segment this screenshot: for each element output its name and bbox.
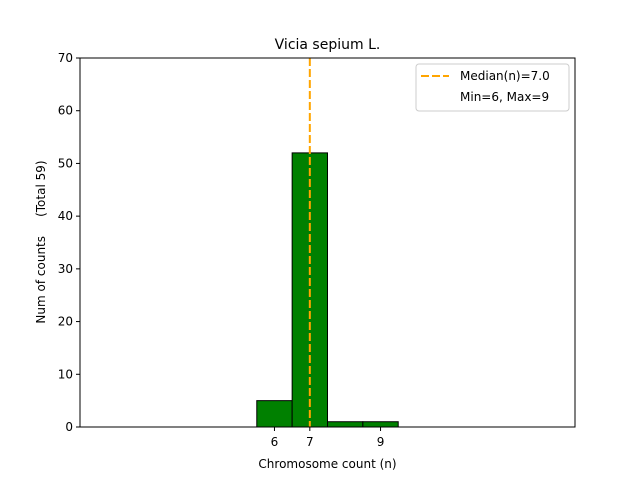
- y-tick-label-40: 40: [58, 209, 73, 223]
- plot-frame: [79, 57, 576, 428]
- legend: Median(n)=7.0 Min=6, Max=9: [415, 63, 570, 112]
- y-tick-label-50: 50: [58, 156, 73, 170]
- bar-6: [256, 400, 293, 428]
- x-tick-label-6: 6: [271, 435, 279, 449]
- y-axis-ticks: 0 10 20 30 40 50 60 70: [58, 51, 80, 434]
- bar-9: [362, 421, 399, 428]
- legend-box: [415, 63, 570, 112]
- x-axis-ticks: 6 7 9: [271, 427, 385, 449]
- bars-group: [256, 152, 399, 428]
- legend-entry-median: Median(n)=7.0: [460, 69, 550, 83]
- x-tick-label-9: 9: [377, 435, 385, 449]
- y-tick-label-0: 0: [65, 420, 73, 434]
- x-axis-label: Chromosome count (n): [258, 457, 396, 471]
- x-tick-label-7: 7: [306, 435, 314, 449]
- y-tick-label-60: 60: [58, 104, 73, 118]
- y-tick-label-30: 30: [58, 262, 73, 276]
- y-tick-label-20: 20: [58, 315, 73, 329]
- y-tick-label-70: 70: [58, 51, 73, 65]
- y-tick-label-10: 10: [58, 367, 73, 381]
- y-axis-label: Num of counts (Total 59): [34, 160, 48, 323]
- chart-title: Vicia sepium L.: [275, 37, 381, 53]
- legend-entry-range: Min=6, Max=9: [460, 90, 549, 104]
- bar-8: [327, 421, 364, 428]
